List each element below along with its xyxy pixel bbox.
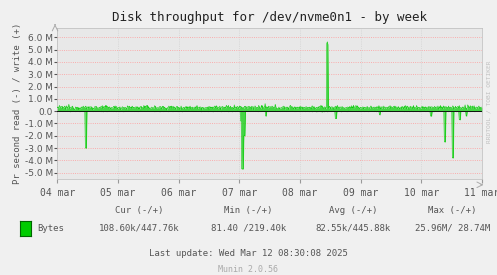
- Text: 82.55k/445.88k: 82.55k/445.88k: [315, 224, 391, 233]
- Title: Disk throughput for /dev/nvme0n1 - by week: Disk throughput for /dev/nvme0n1 - by we…: [112, 10, 427, 24]
- Y-axis label: Pr second read (-) / write (+): Pr second read (-) / write (+): [13, 23, 22, 184]
- Text: Bytes: Bytes: [37, 224, 64, 233]
- Text: Last update: Wed Mar 12 08:30:08 2025: Last update: Wed Mar 12 08:30:08 2025: [149, 249, 348, 258]
- Text: 108.60k/447.76k: 108.60k/447.76k: [99, 224, 179, 233]
- Text: Max (-/+): Max (-/+): [428, 206, 477, 215]
- Text: Munin 2.0.56: Munin 2.0.56: [219, 265, 278, 274]
- Text: 81.40 /219.40k: 81.40 /219.40k: [211, 224, 286, 233]
- Text: Cur (-/+): Cur (-/+): [115, 206, 164, 215]
- Text: Avg (-/+): Avg (-/+): [329, 206, 377, 215]
- Text: Min (-/+): Min (-/+): [224, 206, 273, 215]
- Text: RRDTOOL / TOBI OETIKER: RRDTOOL / TOBI OETIKER: [486, 60, 491, 143]
- Text: 25.96M/ 28.74M: 25.96M/ 28.74M: [414, 224, 490, 233]
